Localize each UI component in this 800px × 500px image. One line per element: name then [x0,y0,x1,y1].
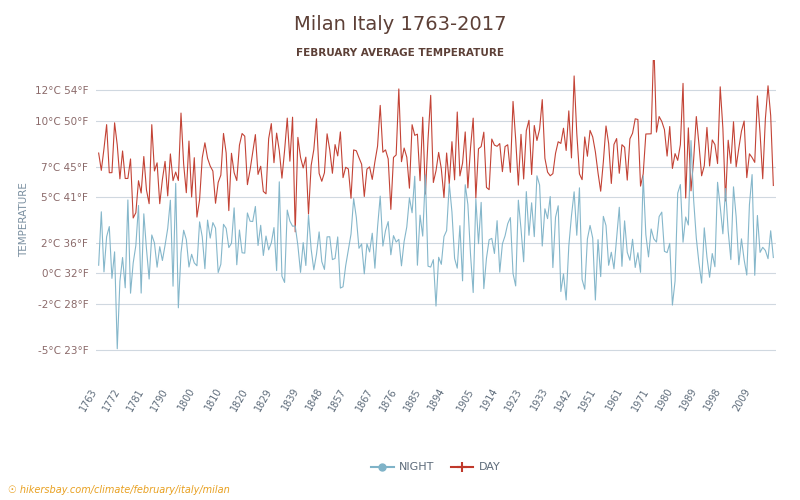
Text: ☉ hikersbay.com/climate/february/italy/milan: ☉ hikersbay.com/climate/february/italy/m… [8,485,230,495]
Text: Milan Italy 1763-2017: Milan Italy 1763-2017 [294,15,506,34]
Text: FEBRUARY AVERAGE TEMPERATURE: FEBRUARY AVERAGE TEMPERATURE [296,48,504,58]
Legend: NIGHT, DAY: NIGHT, DAY [367,458,505,477]
Y-axis label: TEMPERATURE: TEMPERATURE [19,182,30,258]
